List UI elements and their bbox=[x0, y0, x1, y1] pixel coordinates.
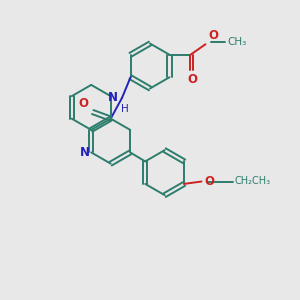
Text: O: O bbox=[79, 97, 88, 110]
Text: N: N bbox=[80, 146, 90, 159]
Text: CH₂CH₃: CH₂CH₃ bbox=[235, 176, 271, 187]
Text: O: O bbox=[187, 73, 197, 86]
Text: O: O bbox=[208, 29, 218, 42]
Text: CH₃: CH₃ bbox=[227, 37, 246, 47]
Text: N: N bbox=[108, 91, 118, 104]
Text: H: H bbox=[121, 104, 128, 114]
Text: O: O bbox=[204, 175, 214, 188]
